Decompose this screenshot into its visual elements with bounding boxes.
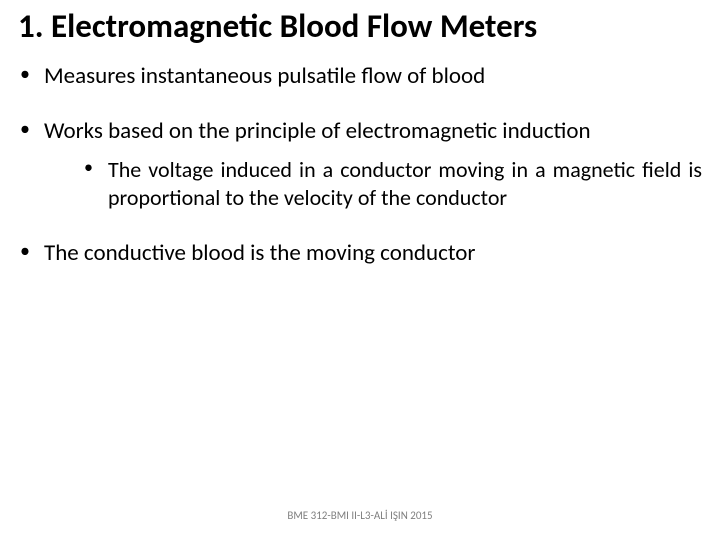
sub-list-wrap: The voltage induced in a conductor movin… (44, 156, 702, 213)
slide-footer: BME 312-BMI II-L3-ALİ IŞIN 2015 (0, 509, 720, 522)
slide-title: 1. Electromagnetic Blood Flow Meters (18, 8, 702, 44)
sub-bullet-text-1: The voltage induced in a conductor movin… (108, 156, 702, 212)
bullet-text-2: Works based on the principle of electrom… (44, 117, 591, 145)
sub-bullet-item-1: The voltage induced in a conductor movin… (80, 156, 702, 213)
bullet-item-2: Works based on the principle of electrom… (18, 117, 702, 213)
bullet-item-1: Measures instantaneous pulsatile flow of… (18, 62, 702, 91)
bullet-text-1: Measures instantaneous pulsatile flow of… (44, 62, 485, 90)
slide: 1. Electromagnetic Blood Flow Meters Mea… (0, 0, 720, 540)
sub-bullet-list: The voltage induced in a conductor movin… (80, 156, 702, 213)
bullet-text-3: The conductive blood is the moving condu… (44, 239, 475, 267)
bullet-list: Measures instantaneous pulsatile flow of… (18, 62, 702, 267)
bullet-item-3: The conductive blood is the moving condu… (18, 239, 702, 268)
